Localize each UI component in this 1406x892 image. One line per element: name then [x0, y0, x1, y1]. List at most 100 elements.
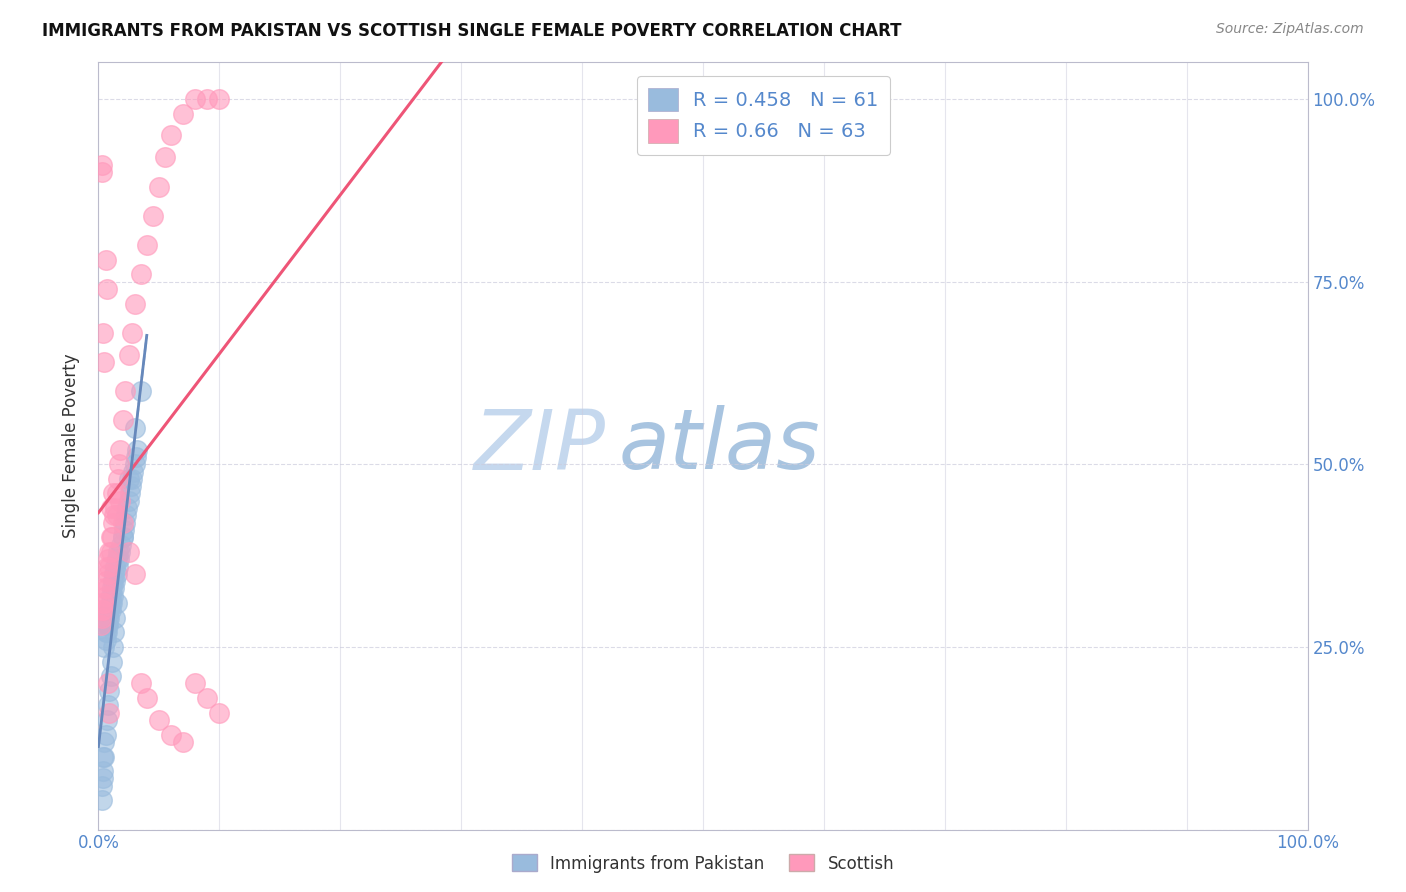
- Point: [114, 516, 136, 530]
- Point: [91, 165, 114, 179]
- Point: [91, 779, 114, 793]
- Point: [96, 282, 118, 296]
- Legend: R = 0.458   N = 61, R = 0.66   N = 63: R = 0.458 N = 61, R = 0.66 N = 63: [637, 76, 890, 154]
- Point: [103, 566, 125, 581]
- Point: [97, 610, 120, 624]
- Text: Source: ZipAtlas.com: Source: ZipAtlas.com: [1216, 22, 1364, 37]
- Point: [97, 698, 120, 713]
- Point: [129, 384, 152, 399]
- Point: [101, 486, 124, 500]
- Point: [184, 92, 207, 106]
- Point: [100, 596, 122, 610]
- Point: [129, 268, 152, 282]
- Point: [160, 728, 183, 742]
- Point: [142, 209, 165, 223]
- Point: [208, 92, 231, 106]
- Point: [121, 472, 143, 486]
- Point: [124, 457, 146, 471]
- Point: [195, 691, 218, 706]
- Point: [111, 530, 134, 544]
- Point: [148, 713, 170, 727]
- Point: [100, 603, 122, 617]
- Legend: Immigrants from Pakistan, Scottish: Immigrants from Pakistan, Scottish: [505, 847, 901, 880]
- Point: [91, 793, 114, 807]
- Point: [120, 479, 142, 493]
- Point: [125, 450, 148, 464]
- Point: [118, 472, 141, 486]
- Point: [129, 676, 152, 690]
- Point: [108, 457, 131, 471]
- Point: [153, 150, 176, 164]
- Point: [135, 691, 157, 706]
- Point: [98, 559, 121, 574]
- Point: [100, 545, 122, 559]
- Point: [90, 618, 112, 632]
- Point: [108, 493, 131, 508]
- Point: [148, 179, 170, 194]
- Point: [124, 296, 146, 310]
- Point: [100, 589, 122, 603]
- Point: [107, 472, 129, 486]
- Point: [91, 326, 114, 340]
- Point: [105, 596, 128, 610]
- Point: [96, 618, 118, 632]
- Point: [96, 559, 118, 574]
- Point: [121, 326, 143, 340]
- Point: [172, 735, 194, 749]
- Point: [124, 566, 146, 581]
- Point: [107, 559, 129, 574]
- Point: [103, 582, 125, 596]
- Point: [101, 516, 124, 530]
- Point: [105, 486, 128, 500]
- Point: [94, 574, 117, 589]
- Point: [110, 538, 132, 552]
- Point: [100, 530, 122, 544]
- Point: [118, 348, 141, 362]
- Point: [96, 582, 118, 596]
- Point: [100, 596, 122, 610]
- Point: [91, 610, 114, 624]
- Point: [93, 596, 115, 610]
- Point: [94, 728, 117, 742]
- Point: [101, 574, 124, 589]
- Point: [100, 582, 122, 596]
- Text: atlas: atlas: [619, 406, 820, 486]
- Point: [97, 552, 120, 566]
- Point: [104, 610, 127, 624]
- Point: [91, 603, 114, 617]
- Point: [91, 749, 114, 764]
- Point: [111, 516, 134, 530]
- Point: [118, 493, 141, 508]
- Point: [96, 713, 118, 727]
- Point: [98, 683, 121, 698]
- Point: [112, 523, 135, 537]
- Point: [118, 545, 141, 559]
- Point: [94, 589, 117, 603]
- Point: [118, 486, 141, 500]
- Point: [108, 552, 131, 566]
- Point: [93, 749, 115, 764]
- Point: [105, 508, 128, 523]
- Point: [100, 655, 122, 669]
- Point: [98, 603, 121, 617]
- Point: [122, 465, 145, 479]
- Point: [97, 618, 120, 632]
- Point: [195, 92, 218, 106]
- Point: [94, 632, 117, 647]
- Point: [97, 566, 120, 581]
- Point: [98, 706, 121, 720]
- Point: [105, 552, 128, 566]
- Point: [107, 545, 129, 559]
- Point: [108, 442, 131, 457]
- Point: [208, 706, 231, 720]
- Point: [100, 530, 122, 544]
- Point: [115, 508, 138, 523]
- Point: [105, 566, 128, 581]
- Point: [184, 676, 207, 690]
- Point: [135, 238, 157, 252]
- Point: [97, 676, 120, 690]
- Point: [101, 589, 124, 603]
- Point: [127, 442, 149, 457]
- Point: [93, 640, 115, 654]
- Point: [91, 764, 114, 778]
